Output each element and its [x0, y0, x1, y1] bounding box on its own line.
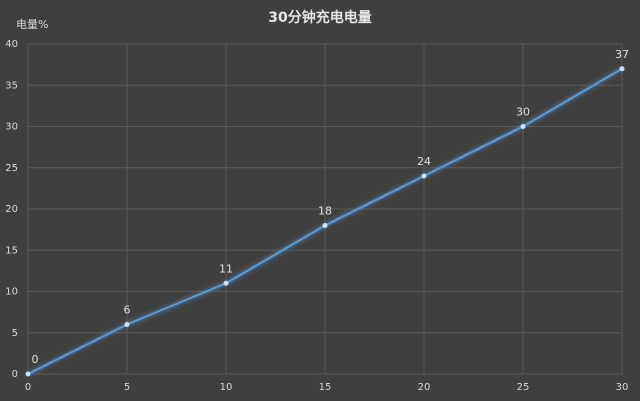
- x-tick-label: 20: [418, 382, 431, 393]
- data-label: 6: [124, 304, 131, 317]
- data-point: [421, 173, 427, 179]
- data-point: [124, 322, 130, 327]
- y-tick-label: 25: [5, 163, 18, 174]
- data-point: [619, 66, 625, 72]
- data-label: 37: [615, 48, 629, 61]
- y-tick-label: 5: [12, 328, 18, 339]
- data-label: 0: [32, 353, 39, 366]
- y-axis-label: 电量%: [16, 18, 48, 31]
- x-tick-label: 5: [124, 382, 130, 393]
- y-tick-label: 10: [5, 287, 18, 298]
- x-tick-label: 15: [319, 382, 332, 393]
- y-tick-label: 40: [5, 39, 18, 50]
- x-tick-label: 0: [25, 382, 31, 393]
- y-tick-label: 15: [5, 245, 18, 256]
- y-tick-label: 0: [12, 369, 18, 380]
- x-tick-label: 30: [616, 382, 629, 393]
- y-tick-label: 35: [5, 80, 18, 91]
- data-label: 11: [219, 262, 233, 275]
- data-point: [322, 223, 328, 228]
- data-label: 24: [417, 155, 431, 168]
- y-tick-label: 30: [5, 122, 18, 133]
- x-tick-label: 25: [517, 382, 530, 393]
- chart-title: 30分钟充电电量: [268, 9, 371, 26]
- x-tick-label: 10: [220, 382, 233, 393]
- data-label: 18: [318, 205, 332, 218]
- data-point: [520, 124, 526, 129]
- y-tick-label: 20: [5, 204, 18, 215]
- data-label: 30: [516, 106, 530, 119]
- data-point: [223, 280, 229, 286]
- data-point: [25, 371, 31, 377]
